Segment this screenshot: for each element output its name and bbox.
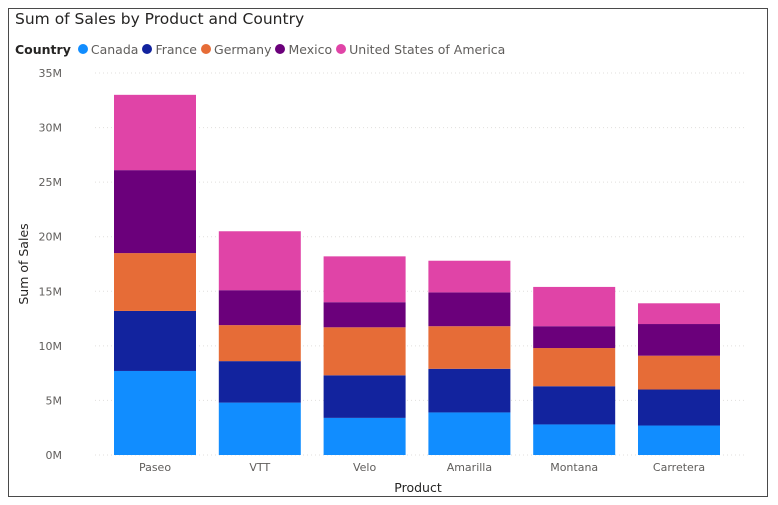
x-tick-label: Montana <box>550 461 598 474</box>
bar-segment-amarilla-united-states-of-america[interactable] <box>428 260 511 293</box>
y-tick-label: 35M <box>39 67 63 80</box>
legend-item-mexico[interactable]: Mexico <box>275 42 332 57</box>
y-tick-label: 5M <box>46 394 63 407</box>
bar-segment-carretera-germany[interactable] <box>638 355 720 390</box>
bar-segment-velo-canada[interactable] <box>323 417 406 455</box>
bar-segment-montana-mexico[interactable] <box>533 326 616 349</box>
bar-segment-vtt-mexico[interactable] <box>218 290 301 326</box>
bars <box>114 94 720 455</box>
bar-segment-montana-canada[interactable] <box>533 424 616 455</box>
chart-title: Sum of Sales by Product and Country <box>15 10 305 28</box>
x-tick-label: Amarilla <box>447 461 492 474</box>
legend-item-germany[interactable]: Germany <box>201 42 271 57</box>
legend-title: Country <box>15 41 71 57</box>
bar-segment-amarilla-france[interactable] <box>428 368 511 413</box>
y-axis-title: Sum of Sales <box>16 223 31 304</box>
legend-dot-france-icon <box>142 44 153 54</box>
bar-segment-carretera-france[interactable] <box>638 389 720 426</box>
bar-segment-carretera-canada[interactable] <box>638 425 720 455</box>
legend-label-canada: Canada <box>90 41 139 57</box>
x-tick-label: Carretera <box>653 461 705 474</box>
bar-segment-carretera-mexico[interactable] <box>638 324 720 356</box>
y-tick-label: 0M <box>46 449 63 462</box>
legend: Country Canada France Germany Mexico Uni… <box>15 41 509 57</box>
bar-segment-velo-germany[interactable] <box>323 327 406 376</box>
bar-segment-velo-united-states-of-america[interactable] <box>323 256 406 303</box>
bar-segment-paseo-mexico[interactable] <box>114 170 196 254</box>
bar-segment-amarilla-mexico[interactable] <box>428 292 511 327</box>
legend-dot-canada-icon <box>77 44 88 54</box>
legend-item-usa[interactable]: United States of America <box>336 42 505 57</box>
legend-dot-germany-icon <box>201 44 212 54</box>
bar-segment-amarilla-canada[interactable] <box>428 412 511 455</box>
bar-segment-vtt-united-states-of-america[interactable] <box>218 231 301 291</box>
y-tick-label: 20M <box>39 231 63 244</box>
bar-segment-vtt-germany[interactable] <box>218 325 301 362</box>
x-tick-label: Velo <box>353 461 376 474</box>
legend-item-france[interactable]: France <box>142 42 197 57</box>
y-tick-label: 15M <box>39 285 63 298</box>
bar-segment-amarilla-germany[interactable] <box>428 326 511 369</box>
bar-segment-paseo-canada[interactable] <box>114 370 196 455</box>
bar-segment-vtt-canada[interactable] <box>218 402 301 455</box>
x-tick-label: VTT <box>249 461 270 474</box>
bar-segment-montana-germany[interactable] <box>533 348 616 387</box>
legend-dot-mexico-icon <box>275 44 286 54</box>
bar-segment-velo-mexico[interactable] <box>323 302 406 328</box>
y-tick-label: 30M <box>39 122 63 135</box>
bar-segment-montana-france[interactable] <box>533 386 616 425</box>
legend-item-canada[interactable]: Canada <box>77 41 139 57</box>
bar-segment-montana-united-states-of-america[interactable] <box>533 286 616 327</box>
y-tick-label: 25M <box>39 176 63 189</box>
bar-segment-paseo-france[interactable] <box>114 310 196 371</box>
x-axis-title: Product <box>394 480 442 495</box>
legend-label-france: France <box>155 41 198 57</box>
y-axis-ticks: 0M 5M 10M 15M 20M 25M 30M 35M <box>39 67 63 462</box>
legend-label-germany: Germany <box>214 41 272 57</box>
gridlines <box>95 72 745 456</box>
x-axis-ticks: Paseo VTT Velo Amarilla Montana Carretera <box>139 461 705 474</box>
legend-dot-usa-icon <box>336 44 347 54</box>
x-tick-label: Paseo <box>139 461 171 474</box>
y-tick-label: 10M <box>39 340 63 353</box>
legend-label-usa: United States of America <box>349 41 506 57</box>
bar-segment-paseo-germany[interactable] <box>114 253 196 311</box>
bar-segment-vtt-france[interactable] <box>218 361 301 403</box>
legend-label-mexico: Mexico <box>288 41 333 57</box>
bar-segment-velo-france[interactable] <box>323 375 406 418</box>
bar-segment-carretera-united-states-of-america[interactable] <box>638 303 720 325</box>
bar-segment-paseo-united-states-of-america[interactable] <box>114 94 196 171</box>
